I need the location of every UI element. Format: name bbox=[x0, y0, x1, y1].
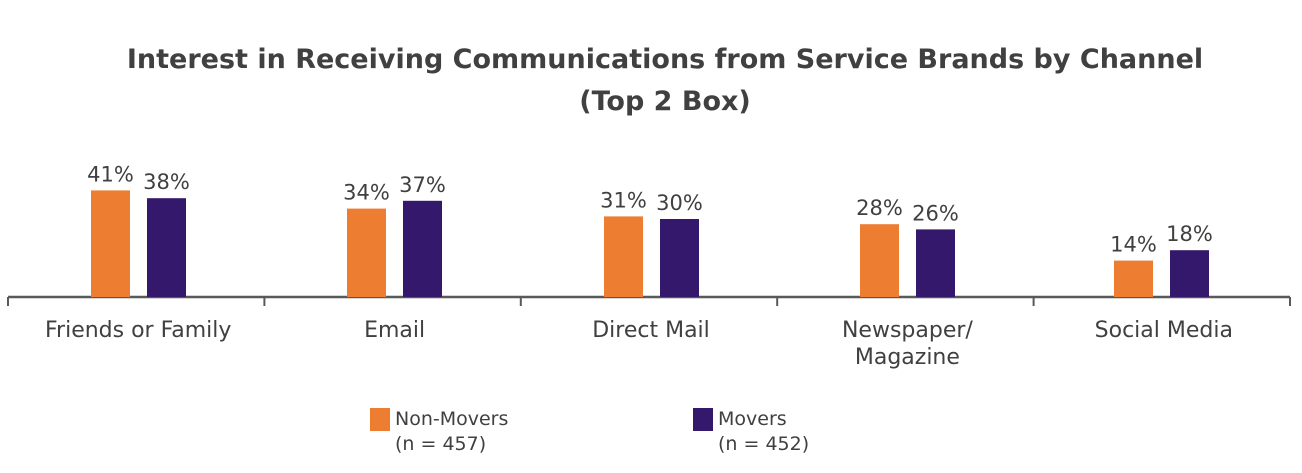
category-label: Friends or Family bbox=[45, 318, 231, 343]
bar-non-movers-4 bbox=[1114, 260, 1153, 297]
data-label: 30% bbox=[656, 191, 703, 215]
category-label: Newspaper/ bbox=[842, 318, 973, 343]
bar-non-movers-0 bbox=[91, 190, 130, 297]
bar-non-movers-3 bbox=[860, 224, 899, 297]
legend: Non-Movers (n = 457) Movers (n = 452) bbox=[370, 408, 809, 455]
data-label: 14% bbox=[1110, 233, 1157, 257]
category-label: Email bbox=[364, 318, 425, 343]
legend-note: (n = 457) bbox=[395, 433, 486, 455]
data-label: 41% bbox=[87, 162, 134, 186]
legend-label: Movers bbox=[718, 408, 787, 430]
data-label: 18% bbox=[1166, 222, 1213, 246]
legend-note: (n = 452) bbox=[718, 433, 809, 455]
bar-non-movers-2 bbox=[604, 216, 643, 297]
chart-subtitle: (Top 2 Box) bbox=[579, 86, 751, 117]
category-label: Social Media bbox=[1095, 318, 1233, 343]
bar-movers-2 bbox=[660, 219, 699, 297]
data-label: 31% bbox=[600, 188, 647, 212]
legend-label: Non-Movers bbox=[395, 408, 508, 430]
bar-non-movers-1 bbox=[347, 208, 386, 297]
data-label: 26% bbox=[912, 201, 959, 225]
data-label: 34% bbox=[343, 181, 390, 205]
category-label: Direct Mail bbox=[592, 318, 710, 343]
bar-movers-3 bbox=[916, 229, 955, 297]
data-label: 28% bbox=[856, 196, 903, 220]
data-label: 37% bbox=[399, 173, 446, 197]
bar-movers-4 bbox=[1170, 250, 1209, 297]
plot-area: 41% 38% Friends or Family 34% 37% Email 31% 30%… bbox=[7, 162, 1291, 370]
data-label: 38% bbox=[143, 170, 190, 194]
bar-movers-0 bbox=[147, 198, 186, 297]
chart-title: Interest in Receiving Communications fro… bbox=[127, 44, 1203, 75]
legend-swatch bbox=[370, 408, 390, 431]
bar-movers-1 bbox=[403, 200, 442, 297]
category-label: Magazine bbox=[855, 345, 960, 370]
legend-swatch bbox=[693, 408, 713, 431]
